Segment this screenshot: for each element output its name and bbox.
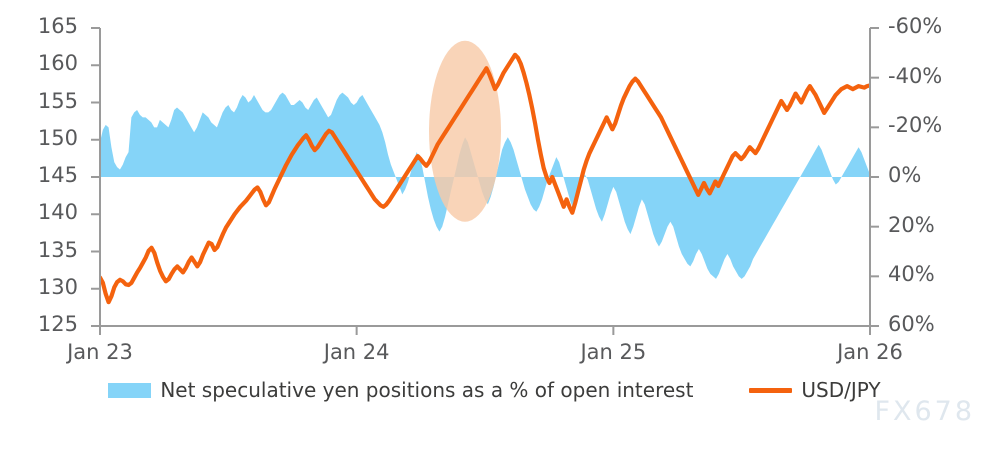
x-axis-tick-jan-25: Jan 25 xyxy=(580,340,647,364)
left-axis-tick-125: 125 xyxy=(37,312,78,336)
left-axis-tick-140: 140 xyxy=(37,200,78,225)
area-swatch-icon xyxy=(108,382,152,398)
x-axis-tick-jan-26: Jan 26 xyxy=(837,340,903,364)
x-axis-tick-jan-23: Jan 23 xyxy=(67,340,133,364)
left-axis-tick-135: 135 xyxy=(37,237,78,262)
legend-label-usdjpy: USD/JPY xyxy=(801,378,881,402)
right-axis-tick--60pct: -60% xyxy=(888,14,943,38)
right-axis-tick--40pct: -40% xyxy=(888,63,943,88)
line-swatch-icon xyxy=(749,387,793,393)
right-axis-tick--20pct: -20% xyxy=(888,113,943,138)
highlight-ellipse xyxy=(429,40,501,222)
x-axis-tick-jan-24: Jan 24 xyxy=(323,340,390,364)
legend-item-usdjpy[interactable]: USD/JPY xyxy=(749,378,881,402)
chart-legend: Net speculative yen positions as a % of … xyxy=(0,378,989,402)
legend-label-net-spec-yen-positions: Net speculative yen positions as a % of … xyxy=(160,378,694,402)
legend-item-net-spec-yen-positions[interactable]: Net speculative yen positions as a % of … xyxy=(108,378,693,402)
left-axis-tick-145: 145 xyxy=(37,163,78,187)
left-axis-tick-165: 165 xyxy=(37,14,78,38)
right-axis-tick-60pct: 60% xyxy=(888,312,935,336)
left-axis-tick-130: 130 xyxy=(37,274,78,299)
usdjpy-line xyxy=(100,52,870,305)
right-axis-tick-0pct: 0% xyxy=(888,163,922,187)
right-axis-tick-40pct: 40% xyxy=(888,262,935,287)
left-axis-tick-150: 150 xyxy=(37,125,78,150)
left-axis-tick-155: 155 xyxy=(37,88,78,113)
right-axis-tick-20pct: 20% xyxy=(888,212,935,237)
left-axis-tick-160: 160 xyxy=(37,51,78,76)
axis-lines xyxy=(91,27,879,335)
